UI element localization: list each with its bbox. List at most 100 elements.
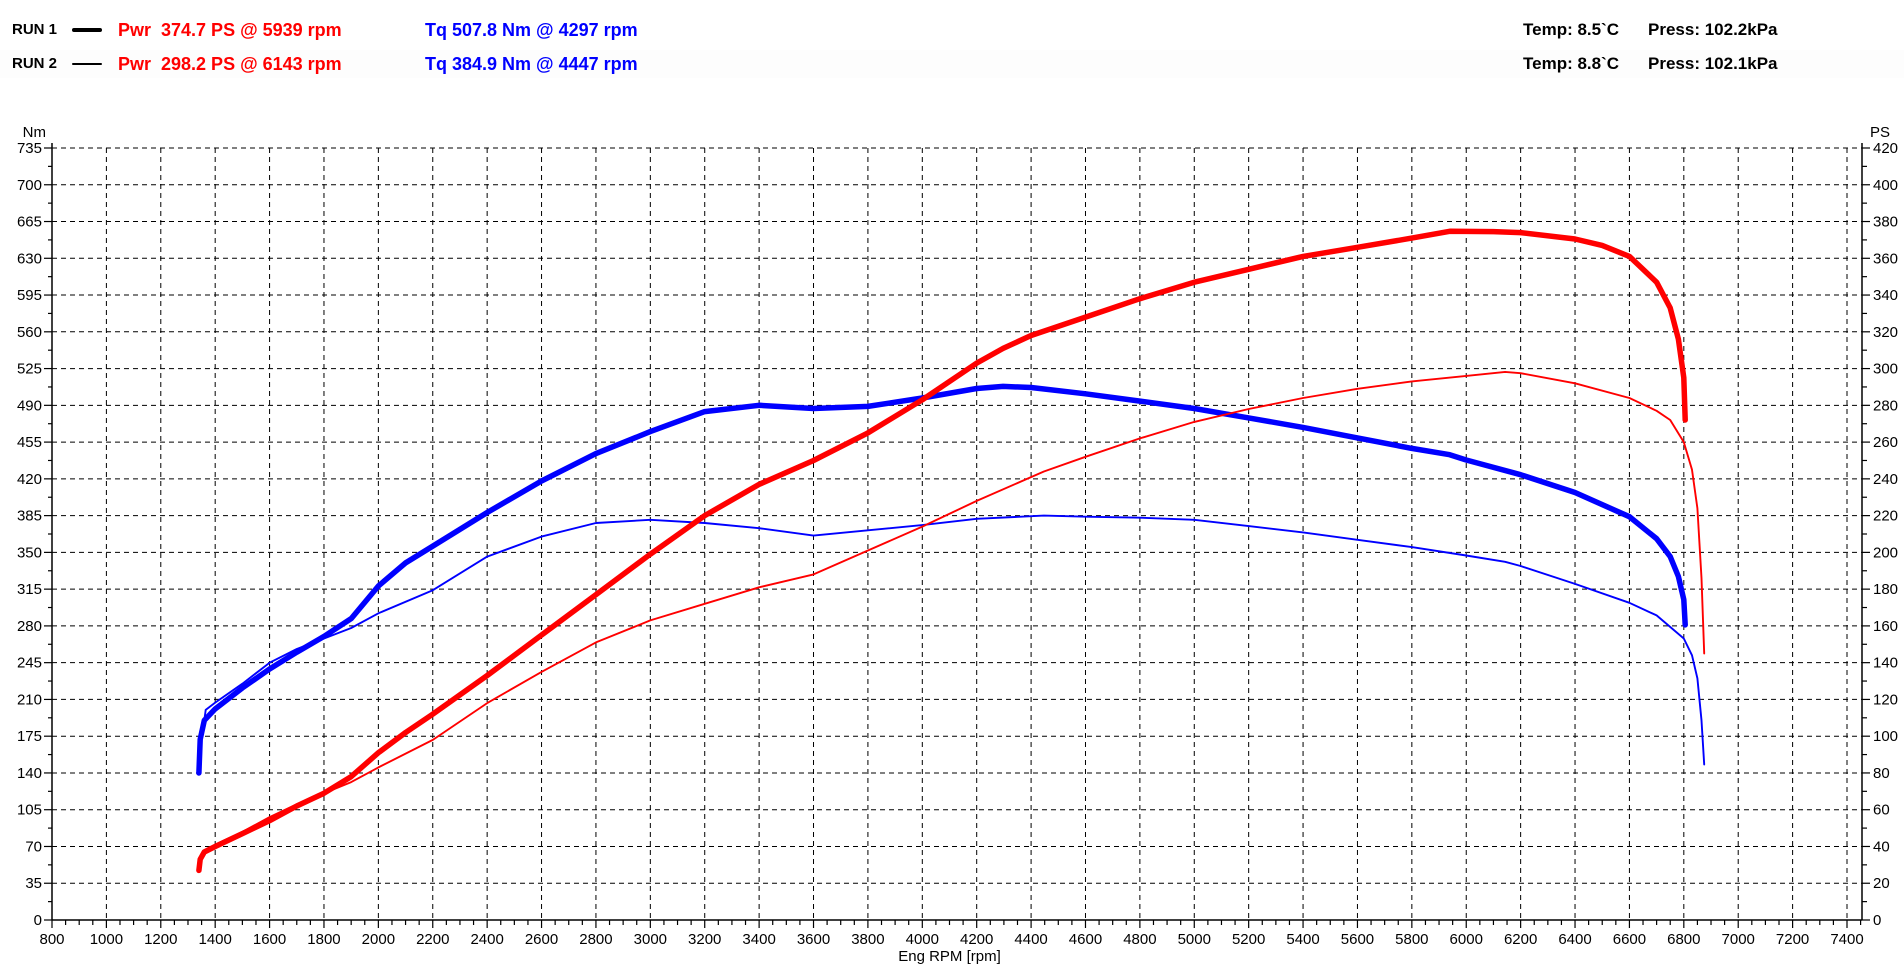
y-right-tick-label: 260 xyxy=(1873,434,1898,451)
run2-power-curve xyxy=(203,370,1706,853)
x-tick-label: 3600 xyxy=(797,931,830,948)
y-left-tick-label: 210 xyxy=(17,691,42,708)
x-tick-label: 4600 xyxy=(1069,931,1102,948)
y-right-tick-label: 380 xyxy=(1873,214,1898,231)
x-tick-label: 5400 xyxy=(1286,931,1319,948)
x-tick-label: 5800 xyxy=(1395,931,1428,948)
x-tick-label: 4800 xyxy=(1123,931,1156,948)
x-tick-label: 6200 xyxy=(1504,931,1537,948)
x-tick-label: 2800 xyxy=(579,931,612,948)
y-right-tick-label: 320 xyxy=(1873,324,1898,341)
x-tick-label: 7000 xyxy=(1722,931,1755,948)
x-tick-label: 7400 xyxy=(1830,931,1863,948)
run2-label: RUN 2 xyxy=(12,55,58,72)
y-right-tick-label: 80 xyxy=(1873,765,1890,782)
x-tick-label: 800 xyxy=(39,931,64,948)
y-left-tick-label: 105 xyxy=(17,802,42,819)
x-tick-label: 3200 xyxy=(688,931,721,948)
run2-power-readout: Pwr 298.2 PS @ 6143 rpm xyxy=(118,54,342,74)
y-right-tick-label: 240 xyxy=(1873,471,1898,488)
run1-torque-readout: Tq 507.8 Nm @ 4297 rpm xyxy=(425,20,638,40)
y-axis-right-ticks: 4204003803603403203002802602402202001801… xyxy=(1862,140,1898,929)
run2-line-sample-icon xyxy=(72,63,102,65)
run1-line-sample-icon xyxy=(72,28,102,32)
run1-pressure: Press: 102.2kPa xyxy=(1648,20,1778,39)
y-right-tick-label: 420 xyxy=(1873,140,1898,157)
x-axis-ticks: 800 1000 1200 1400 1600 1800 2000 2200 2400 2600 2… xyxy=(39,920,1864,948)
run2-pressure: Press: 102.1kPa xyxy=(1648,54,1778,73)
x-axis-title: Eng RPM [rpm] xyxy=(898,948,1001,965)
x-tick-label: 6400 xyxy=(1558,931,1591,948)
legend-row-run2: RUN 2 Pwr 298.2 PS @ 6143 rpm Tq 384.9 N… xyxy=(0,50,1904,78)
x-tick-label: 4200 xyxy=(960,931,993,948)
y-right-tick-label: 360 xyxy=(1873,250,1898,267)
axis-unit-labels: Nm PS Eng RPM [rpm] xyxy=(23,124,1890,965)
x-tick-label: 2600 xyxy=(525,931,558,948)
x-tick-label: 2400 xyxy=(470,931,503,948)
y-left-tick-label: 70 xyxy=(25,838,42,855)
y-left-tick-label: 280 xyxy=(17,618,42,635)
y-left-tick-label: 560 xyxy=(17,324,42,341)
y-right-tick-label: 20 xyxy=(1873,875,1890,892)
run2-temperature: Temp: 8.8`C xyxy=(1523,54,1620,73)
axes xyxy=(51,143,1863,921)
y-left-tick-label: 525 xyxy=(17,361,42,378)
y-left-tick-label: 245 xyxy=(17,655,42,672)
x-tick-label: 3000 xyxy=(634,931,667,948)
curves xyxy=(196,228,1706,874)
run1-label: RUN 1 xyxy=(12,21,58,38)
gridlines xyxy=(52,147,1862,920)
y-right-tick-label: 100 xyxy=(1873,728,1898,745)
x-tick-label: 1800 xyxy=(307,931,340,948)
right-axis-unit-label: PS xyxy=(1870,124,1890,141)
y-right-tick-label: 60 xyxy=(1873,802,1890,819)
x-tick-label: 5600 xyxy=(1341,931,1374,948)
x-tick-label: 1200 xyxy=(144,931,177,948)
x-tick-label: 1400 xyxy=(198,931,231,948)
y-right-tick-label: 400 xyxy=(1873,177,1898,194)
x-tick-label: 6600 xyxy=(1613,931,1646,948)
legend-row-run1: RUN 1 Pwr 374.7 PS @ 5939 rpm Tq 507.8 N… xyxy=(0,16,1904,44)
y-left-tick-label: 420 xyxy=(17,471,42,488)
x-tick-label: 1000 xyxy=(90,931,123,948)
x-tick-label: 7200 xyxy=(1776,931,1809,948)
y-right-tick-label: 120 xyxy=(1873,691,1898,708)
y-right-tick-label: 160 xyxy=(1873,618,1898,635)
y-right-tick-label: 220 xyxy=(1873,508,1898,525)
left-axis-unit-label: Nm xyxy=(23,124,46,141)
y-left-tick-label: 735 xyxy=(17,140,42,157)
y-left-tick-label: 490 xyxy=(17,397,42,414)
y-axis-left-ticks: 7357006656305955605254904554203853503152… xyxy=(17,140,52,929)
x-tick-label: 2200 xyxy=(416,931,449,948)
y-left-tick-label: 315 xyxy=(17,581,42,598)
y-left-tick-label: 175 xyxy=(17,728,42,745)
x-tick-label: 6800 xyxy=(1667,931,1700,948)
y-left-tick-label: 350 xyxy=(17,544,42,561)
y-left-tick-label: 700 xyxy=(17,177,42,194)
run1-power-readout: Pwr 374.7 PS @ 5939 rpm xyxy=(118,20,342,40)
y-left-tick-label: 35 xyxy=(25,875,42,892)
y-left-tick-label: 595 xyxy=(17,287,42,304)
y-left-tick-label: 0 xyxy=(34,912,42,929)
run2-torque-readout: Tq 384.9 Nm @ 4447 rpm xyxy=(425,54,638,74)
run1-temperature: Temp: 8.5`C xyxy=(1523,20,1620,39)
run1-torque-curve xyxy=(196,383,1688,776)
y-left-tick-label: 385 xyxy=(17,508,42,525)
y-left-tick-label: 140 xyxy=(17,765,42,782)
y-left-tick-label: 455 xyxy=(17,434,42,451)
x-tick-label: 3400 xyxy=(742,931,775,948)
run1-power-curve xyxy=(196,228,1688,874)
x-tick-label: 4000 xyxy=(906,931,939,948)
x-tick-label: 5200 xyxy=(1232,931,1265,948)
x-tick-label: 3800 xyxy=(851,931,884,948)
y-right-tick-label: 180 xyxy=(1873,581,1898,598)
y-right-tick-label: 40 xyxy=(1873,838,1890,855)
x-tick-label: 2000 xyxy=(362,931,395,948)
y-left-tick-label: 665 xyxy=(17,214,42,231)
run2-torque-curve xyxy=(203,514,1706,766)
y-right-tick-label: 0 xyxy=(1873,912,1881,929)
x-tick-label: 4400 xyxy=(1014,931,1047,948)
y-right-tick-label: 200 xyxy=(1873,544,1898,561)
